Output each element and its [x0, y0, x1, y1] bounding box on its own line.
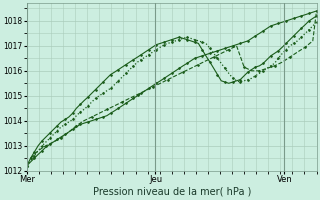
X-axis label: Pression niveau de la mer( hPa ): Pression niveau de la mer( hPa ) [92, 187, 251, 197]
